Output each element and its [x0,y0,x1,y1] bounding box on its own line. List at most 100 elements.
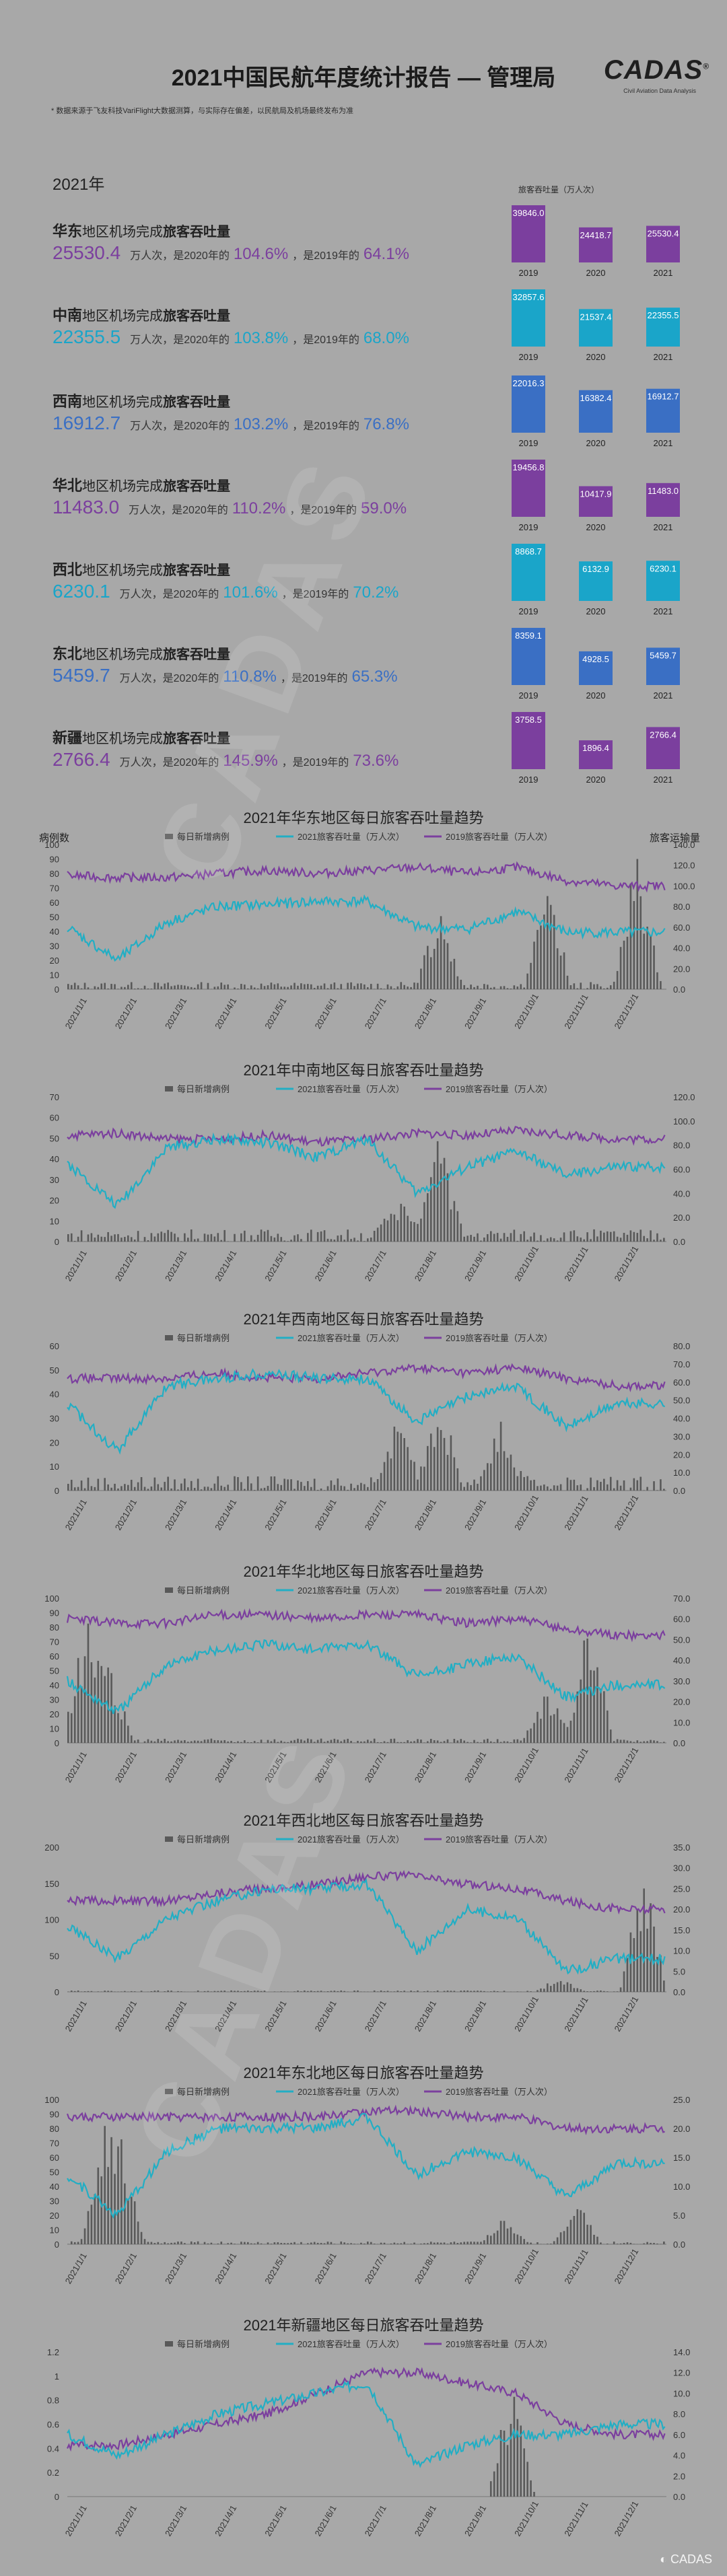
case-bar [506,2228,509,2244]
case-bar [170,2242,172,2244]
y-right-tick: 40.0 [673,1188,690,1198]
case-bar [273,1238,276,1242]
x-tick-label: 2021/4/1 [213,1248,238,1283]
case-bar [357,1240,359,1242]
case-bar [553,915,555,989]
case-bar [433,1991,436,1992]
y-right-tick: 40.0 [673,943,690,954]
case-bar [343,1991,345,1992]
case-bar [77,1990,79,1992]
case-bar [326,988,329,989]
case-bar [660,1479,662,1491]
y-right-tick: 60.0 [673,1165,690,1175]
case-bar [283,1991,285,1992]
mini-bar-label: 1896.4 [582,743,609,753]
mini-year-label: 2021 [654,690,673,701]
case-bar [304,1486,306,1491]
case-bar [523,1738,525,1743]
x-tick-label: 2021/5/1 [263,1248,288,1283]
case-bar [646,1487,648,1491]
year-label: 2021年 [53,176,105,194]
case-bar [210,1233,213,1242]
case-bar [470,2242,472,2244]
case-bar [213,1483,216,1491]
vs2019-label: ，是2019年的 [280,673,348,684]
case-bar [616,970,619,989]
legend-marker [165,1086,173,1092]
case-bar [427,1445,429,1491]
case-bar [174,985,176,989]
case-bar [203,1487,206,1491]
case-bar [350,1239,352,1242]
case-bar [150,1233,153,1242]
case-bar [190,1480,193,1491]
mini-bar-label: 3758.5 [515,715,542,725]
case-bar [287,1479,289,1491]
case-bar [167,1990,169,1992]
case-bar [473,2242,475,2244]
case-bar [643,1888,645,1992]
case-bar [543,1696,545,1743]
case-bar [510,1454,512,1491]
case-bar [483,984,485,989]
case-bar [90,1233,93,1242]
case-bar [516,1240,519,1242]
mini-year-label: 2021 [654,606,673,616]
case-bar [120,1486,123,1491]
y-left-tick: 20 [50,956,59,966]
case-bar [526,2242,528,2244]
case-bar [127,2199,129,2244]
y-left-tick: 10 [50,970,59,980]
case-bar [423,1991,425,1992]
case-bar [400,982,403,989]
case-bar [160,1231,163,1242]
case-bar [127,1725,129,1743]
case-bar [353,1991,355,1992]
legend-entry: 2021旅客吞吐量（万人次） [298,1084,405,1094]
case-bar [193,1488,196,1491]
case-bar [619,1987,622,1992]
y-left-tick: 0 [55,1987,59,1997]
case-bar [127,985,129,989]
case-bar [496,1739,499,1743]
case-bar [373,1738,376,1743]
case-bar [247,1476,249,1491]
x-tick-label: 2021/5/1 [263,2251,288,2285]
units-label: 旅客吞吐量（万人次） [518,185,599,194]
x-tick-label: 2021/7/1 [363,996,388,1030]
region-name: 中南 [53,307,83,324]
case-bar [520,2425,522,2497]
x-tick-label: 2021/9/1 [462,2503,488,2538]
series-2021-line [67,1877,666,1975]
case-bar [520,1233,522,1242]
case-bar [549,904,552,989]
x-tick-label: 2021/11/1 [562,1245,590,1283]
case-bar [120,1238,123,1242]
case-bar [549,1237,552,1242]
case-bar [410,1991,412,1992]
case-bar [120,987,123,989]
case-bar [436,1141,439,1242]
case-bar [403,2242,405,2244]
x-tick-label: 2021/10/1 [512,2247,541,2286]
case-bar [247,2242,249,2244]
case-bar [407,987,409,989]
case-bar [330,1480,333,1491]
case-bar [609,1231,612,1242]
legend-entry: 2019旅客吞吐量（万人次） [446,1585,553,1596]
region-title: 西北地区机场完成旅客吞吐量 [53,561,490,579]
case-bar [639,1742,642,1743]
case-bar [137,1482,139,1491]
case-bar [170,1231,172,1242]
mini-bar-label: 32857.6 [513,292,545,302]
case-bar [267,1229,269,1242]
y-left-tick: 30 [50,941,59,952]
case-bar [297,1738,299,1743]
case-bar [466,1482,469,1491]
case-bar [200,1741,203,1743]
case-bar [456,2242,459,2244]
case-bar [413,2242,415,2244]
case-bar [583,1239,585,1242]
y-right-tick: 8.0 [673,2409,685,2419]
region-stats: 11483.0 万人次，是2020年的 110.2% ，是2019年的 59.0% [53,495,490,520]
